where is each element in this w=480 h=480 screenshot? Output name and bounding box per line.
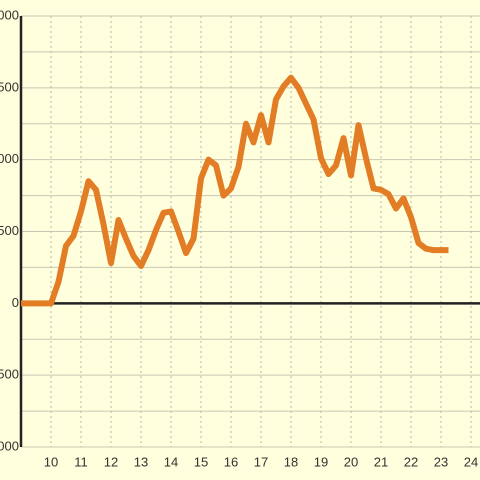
y-tick-label: 2,000 xyxy=(0,7,19,22)
x-tick-label: 15 xyxy=(194,454,208,469)
x-tick-label: 24 xyxy=(464,454,478,469)
x-tick-label: 13 xyxy=(134,454,148,469)
x-tick-label: 18 xyxy=(284,454,298,469)
y-tick-label: 1,000 xyxy=(0,151,19,166)
x-tick-label: 19 xyxy=(314,454,328,469)
x-tick-label: 12 xyxy=(104,454,118,469)
x-tick-label: 23 xyxy=(434,454,448,469)
x-tick-label: 22 xyxy=(404,454,418,469)
x-tick-label: 16 xyxy=(224,454,238,469)
x-tick-label: 21 xyxy=(374,454,388,469)
y-tick-label: 1,500 xyxy=(0,79,19,94)
y-tick-label: 0 xyxy=(12,295,19,310)
y-tick-label: 500 xyxy=(0,223,19,238)
x-tick-label: 11 xyxy=(74,454,88,469)
x-tick-label: 17 xyxy=(254,454,268,469)
data-line xyxy=(21,74,449,307)
y-tick-label: -1,000 xyxy=(0,438,19,453)
x-tick-label: 14 xyxy=(164,454,178,469)
x-tick-label: 20 xyxy=(344,454,358,469)
y-tick-label: -500 xyxy=(0,367,19,382)
x-tick-label: 10 xyxy=(44,454,58,469)
